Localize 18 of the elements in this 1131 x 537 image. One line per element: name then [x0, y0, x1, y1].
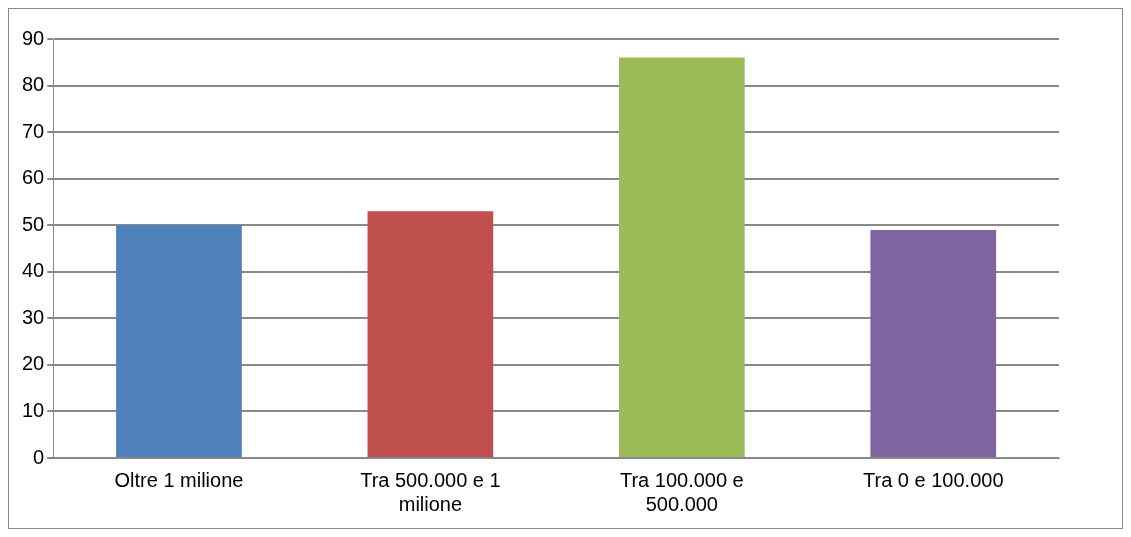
- y-tick-label: 70: [22, 119, 45, 142]
- x-tick-label: Tra 100.000 e 500.000: [619, 468, 744, 515]
- y-tick-label: 0: [33, 445, 45, 468]
- y-tick-label: 30: [22, 305, 45, 328]
- x-tick-label: Tra 500.000 e 1 milione: [360, 468, 501, 515]
- y-tick-label: 20: [22, 352, 45, 375]
- bar: [870, 229, 997, 457]
- y-tick-label: 90: [22, 26, 45, 49]
- bar: [618, 57, 745, 457]
- y-tick-label: 50: [22, 212, 45, 235]
- y-tick-label: 80: [22, 73, 45, 96]
- bar: [367, 211, 494, 457]
- y-tick-label: 40: [22, 259, 45, 282]
- y-tick-label: 10: [22, 398, 45, 421]
- x-tick-label: Tra 0 e 100.000: [863, 468, 1004, 491]
- bar: [116, 225, 242, 457]
- x-tick-label: Oltre 1 milione: [114, 468, 244, 491]
- y-tick-label: 60: [22, 166, 45, 189]
